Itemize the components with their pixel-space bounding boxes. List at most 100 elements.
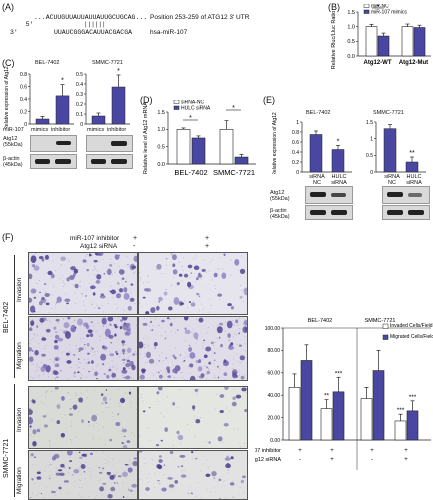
c-row-label: miR-107 [3,127,24,133]
panel-d-label: (D) [140,95,153,105]
f-col2-r2: + [205,243,210,250]
g-bar [320,408,333,441]
g-y-tick-label: 60.00 [267,371,280,377]
b-bar [365,26,378,57]
micrograph-smmc-invasion-ctrl [28,386,138,449]
e-left-sig: * [337,139,340,146]
b-legend-swatch-1 [363,4,370,8]
f-row-invasion-2: Invasion [16,407,23,432]
d-y-tick-label: 0.5 [157,144,165,150]
g-sig: ** [324,393,330,400]
c-right-bar [111,86,126,125]
chart-d: Relative level of Atg12 mRNA 0.0 0.5 1.0 1.5… [143,100,256,177]
g-row1-mark: + [330,448,334,454]
f-col2-r1: + [205,235,210,242]
d-sig-1: * [189,115,192,122]
d-legend-swatch-2 [173,105,180,110]
b-y-tick-label: 1.0 [347,24,355,30]
f-cell-bel: BEL-7402 [3,301,10,333]
c-left-tick-label: 0.6 [20,84,27,90]
f-col1-r2: - [133,243,136,250]
e-cell-smmc: SMMC-7721 [373,110,404,116]
g-row2-mark: - [371,457,373,463]
panel-e-label: (E) [263,95,275,105]
e-ylabel: Relative expression of Atg12 [272,112,278,174]
c-right-tick-label: 0 [80,122,83,128]
micrograph-bel-migration-sirna [138,316,248,381]
e-left-bar [309,134,323,173]
e-right-bar [383,128,397,173]
mirna-sequence: UUAUCGGGACAUUACGACGA [54,29,133,36]
g-y-tick-label: 0.00 [270,438,280,444]
e-left-tick-label: 1 [296,120,299,126]
d-cat-label: BEL-7402 [174,168,207,177]
utr-sequence: ...ACUUGUUAUUAUUAUUGCUGCAG... [34,14,148,21]
panel-f-label: (F) [2,232,14,242]
g-row2-mark: + [404,457,408,463]
f-bel-bracket [2,255,15,378]
c-cond-1: mimics [31,127,49,133]
cell-label-smmc: SMMC-7721 [92,60,123,66]
c-left-sig: * [61,78,64,85]
g-row1-mark: + [370,448,374,454]
c-cond-4: inhibitor [107,127,127,133]
c-right-tick-label: 0.5 [76,72,83,78]
b-legend-2: miR-107 mimics [371,10,407,16]
g-legend-2: Migrated Cells/Field [390,334,433,340]
e-cond-2: HULC siRNA [331,174,347,186]
e-right-sig: ** [409,150,415,157]
d-bar [191,137,206,165]
g-cell-smmc: SMMC-7721 [365,318,396,324]
g-bar [332,391,345,441]
c-wb-atg12-label: Atg12 (55kDa) [3,136,23,148]
e-left-tick-label: 0.6 [292,140,299,146]
mirna-name: hsa-miR-107 [150,29,188,36]
micrograph-bel-invasion-sirna [138,252,248,315]
panel-c-label: (C) [2,58,15,68]
g-legend-swatch-1 [382,323,389,329]
micrograph-bel-invasion-ctrl [28,252,138,315]
c-right-bar [91,115,106,125]
e-cond-4: HULC siRNA [406,174,422,186]
c-left-bar [35,118,50,125]
f-col1-r1: + [133,235,138,242]
f-row-invasion-1: Invasion [16,277,23,302]
e-cond-1: siRNA NC [309,174,325,186]
d-bar [176,129,191,165]
b-y-tick-label: 0.0 [347,54,355,60]
e-cell-bel: BEL-7402 [306,110,331,116]
b-sig: * [377,4,380,11]
g-y-tick-label: 100.00 [265,326,281,332]
c-right-tick-label: 0.3 [76,92,83,98]
e-right-tick-label: 0 [370,170,373,174]
base-pairing: |||||| [84,21,106,28]
f-smmc-bracket [2,384,15,497]
chart-e: Relative expression of Atg12 0 0.2 0.4 0.6 0.… [272,112,426,174]
utr-position-note: Position 253-259 of ATG12 3' UTR [150,14,250,21]
e-right-tick-label: 0.5 [366,153,373,159]
c-right-tick-label: 0.1 [76,112,83,118]
e-wb-actin-label: β-actin (45kDa) [270,208,290,220]
b-y-tick-label: 0.5 [347,39,355,45]
g-y-tick-label: 20.00 [267,415,280,421]
e-left-tick-label: 0.8 [292,130,299,136]
d-y-tick-label: 0.0 [157,162,165,168]
e-left-tick-label: 0.4 [292,150,299,156]
e-left-tick-label: 0 [296,170,299,174]
g-bar [300,360,313,441]
g-bar [394,420,407,441]
g-y-tick-label: 40.00 [267,393,280,399]
d-legend-swatch-1 [173,100,180,104]
c-cond-3: mimics [87,127,105,133]
g-bar [406,410,419,441]
b-cat-label: Atg12-WT [364,60,392,66]
e-right-tick-label: 1 [370,136,373,142]
b-y-tick-label: 1.5 [347,10,355,16]
c-ylabel: Relative expression of Atg12 [4,66,10,128]
e-blot-atg12-bel [305,186,353,204]
c-left-tick-label: 0.2 [20,109,27,115]
e-blot-atg12-smmc [382,186,430,204]
d-legend-2: HULC siRNA [181,106,211,112]
b-bar [413,27,426,57]
d-bar [219,129,234,165]
